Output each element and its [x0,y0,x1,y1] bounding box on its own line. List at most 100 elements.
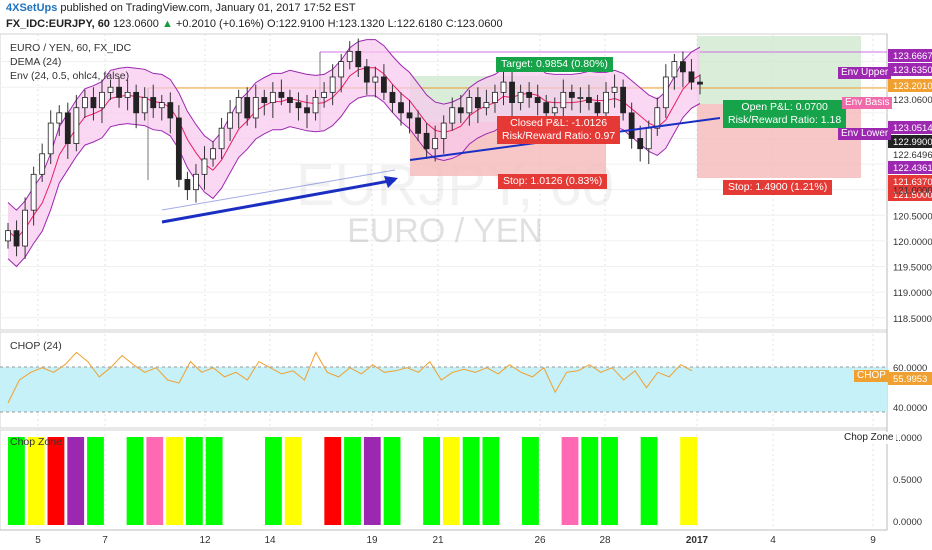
candle-body[interactable] [662,76,669,109]
chopzone-axis[interactable]: 1.0000 0.5000 0.0000 [893,433,922,528]
legend-dema[interactable]: DEMA (24) [10,56,62,68]
candle-body[interactable] [389,91,396,103]
candle-body[interactable] [261,97,268,103]
candle-body[interactable] [483,102,490,109]
closed-pl-label[interactable]: Closed P&L: -1.0126 Risk/Reward Ratio: 0… [497,116,621,144]
candle-body[interactable] [227,112,234,129]
candle-body[interactable] [30,173,37,211]
candle-body[interactable] [440,122,447,139]
dema-line[interactable] [7,67,701,240]
candle-body[interactable] [47,122,54,155]
candle-body[interactable] [415,117,421,134]
candle-body[interactable] [338,61,345,78]
candlestick-series[interactable] [5,38,703,259]
candle-body[interactable] [560,91,567,109]
candle-body[interactable] [175,117,182,180]
candle-body[interactable] [398,102,404,114]
time-axis[interactable]: 5 7 12 14 19 21 26 28 2017 4 9 [35,535,876,546]
candle-body[interactable] [697,81,703,85]
candle-body[interactable] [107,86,114,93]
price-axis[interactable]: 123.6667 123.6350 123.2010 123.0600 123.0514… [888,49,932,325]
candle-body[interactable] [381,76,387,93]
stop-label-2[interactable]: Stop: 1.4900 (1.21%) [723,180,833,195]
candle-body[interactable] [124,91,131,98]
candle-body[interactable] [252,97,259,119]
candle-body[interactable] [295,102,302,109]
candle-body[interactable] [654,107,661,129]
candle-body[interactable] [218,127,225,150]
candle-body[interactable] [466,97,473,114]
candle-body[interactable] [492,91,498,103]
legend-env[interactable]: Env (24, 0.5, ohlc4, false) [10,70,130,82]
candle-body[interactable] [158,102,165,109]
candle-body[interactable] [620,86,627,114]
candle-body[interactable] [509,81,515,103]
candle-body[interactable] [534,97,541,103]
author-link[interactable]: 4XSetUps [6,2,58,14]
candle-body[interactable] [543,102,550,114]
candle-body[interactable] [22,209,28,247]
candle-body[interactable] [406,112,413,119]
candle-body[interactable] [150,97,157,109]
candle-body[interactable] [603,91,609,114]
chop-axis[interactable]: 60.0000 40.0000 55.9953 [888,363,932,414]
env-upper-tag[interactable]: Env Upper [838,67,892,79]
candle-body[interactable] [73,107,80,144]
candle-body[interactable] [526,91,533,98]
candle-body[interactable] [594,102,601,114]
candle-body[interactable] [500,81,507,93]
candle-body[interactable] [210,148,216,160]
candle-body[interactable] [287,97,293,103]
candle-body[interactable] [269,91,276,103]
candle-body[interactable] [184,179,191,191]
candle-body[interactable] [628,112,635,139]
candle-body[interactable] [551,107,558,114]
env-lower-tag[interactable]: Env Lower [838,128,892,140]
candle-body[interactable] [64,112,71,144]
target-label-1[interactable]: Target: 0.9854 (0.80%) [496,57,613,72]
candle-body[interactable] [278,91,285,98]
legend-chop[interactable]: CHOP (24) [10,340,62,352]
candle-body[interactable] [645,127,652,150]
candle-body[interactable] [167,102,174,119]
candle-body[interactable] [680,61,686,73]
candle-body[interactable] [449,107,456,124]
candle-body[interactable] [81,97,88,109]
candle-body[interactable] [637,138,644,150]
candle-body[interactable] [39,153,46,175]
candle-body[interactable] [423,132,430,150]
candle-body[interactable] [193,173,199,191]
candle-body[interactable] [235,97,242,114]
candle-body[interactable] [577,97,584,99]
envelope-upper-line[interactable] [7,39,701,211]
candle-body[interactable] [611,86,618,93]
candle-body[interactable] [586,97,592,103]
candle-body[interactable] [671,61,678,78]
candle-body[interactable] [457,107,464,114]
candle-body[interactable] [688,71,695,83]
candle-body[interactable] [133,91,140,114]
chop-tag[interactable]: CHOP [854,370,889,382]
candle-body[interactable] [346,50,353,63]
open-pl-label[interactable]: Open P&L: 0.0700 Risk/Reward Ratio: 1.18 [723,100,847,128]
candle-body[interactable] [568,91,575,98]
candle-body[interactable] [432,138,439,150]
candle-body[interactable] [244,97,251,119]
stop-label-1[interactable]: Stop: 1.0126 (0.83%) [498,174,608,189]
legend-chopzone[interactable]: Chop Zone [10,436,62,448]
candle-body[interactable] [517,91,524,103]
candle-body[interactable] [304,107,310,114]
candle-body[interactable] [201,158,208,175]
candle-body[interactable] [56,112,63,124]
candle-body[interactable] [372,76,379,83]
chopzone-tag[interactable]: Chop Zone [841,432,897,444]
candle-body[interactable] [99,91,105,109]
candle-body[interactable] [312,97,319,114]
candle-body[interactable] [13,230,20,247]
candle-body[interactable] [474,97,481,109]
env-basis-tag[interactable]: Env Basis [842,97,893,109]
candle-body[interactable] [116,86,122,98]
candle-body[interactable] [141,97,148,114]
candle-body[interactable] [5,230,11,242]
